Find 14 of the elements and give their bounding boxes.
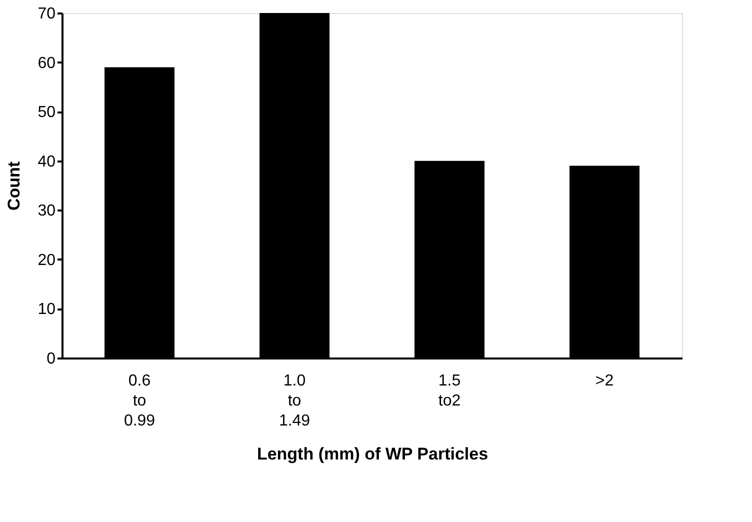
y-tick-label: 30 (38, 202, 56, 220)
x-tick-label: >2 (595, 372, 614, 390)
x-tick-label: 1.0 to 1.49 (278, 372, 310, 430)
y-tick-label: 60 (38, 54, 56, 72)
y-tick-label: 40 (38, 153, 56, 170)
y-axis-title: Count (4, 161, 24, 211)
y-tick-label: 10 (38, 301, 56, 318)
y-tick-label: 0 (46, 350, 56, 368)
y-tick-label: 70 (38, 6, 56, 22)
y-tick-label: 20 (38, 252, 56, 269)
x-axis-title: Length (mm) of WP Particles (256, 444, 488, 464)
x-tick-label: 1.5 to2 (438, 372, 461, 410)
x-tick-label: 0.6 to 0.99 (124, 372, 156, 430)
y-tick-label: 50 (38, 104, 56, 122)
